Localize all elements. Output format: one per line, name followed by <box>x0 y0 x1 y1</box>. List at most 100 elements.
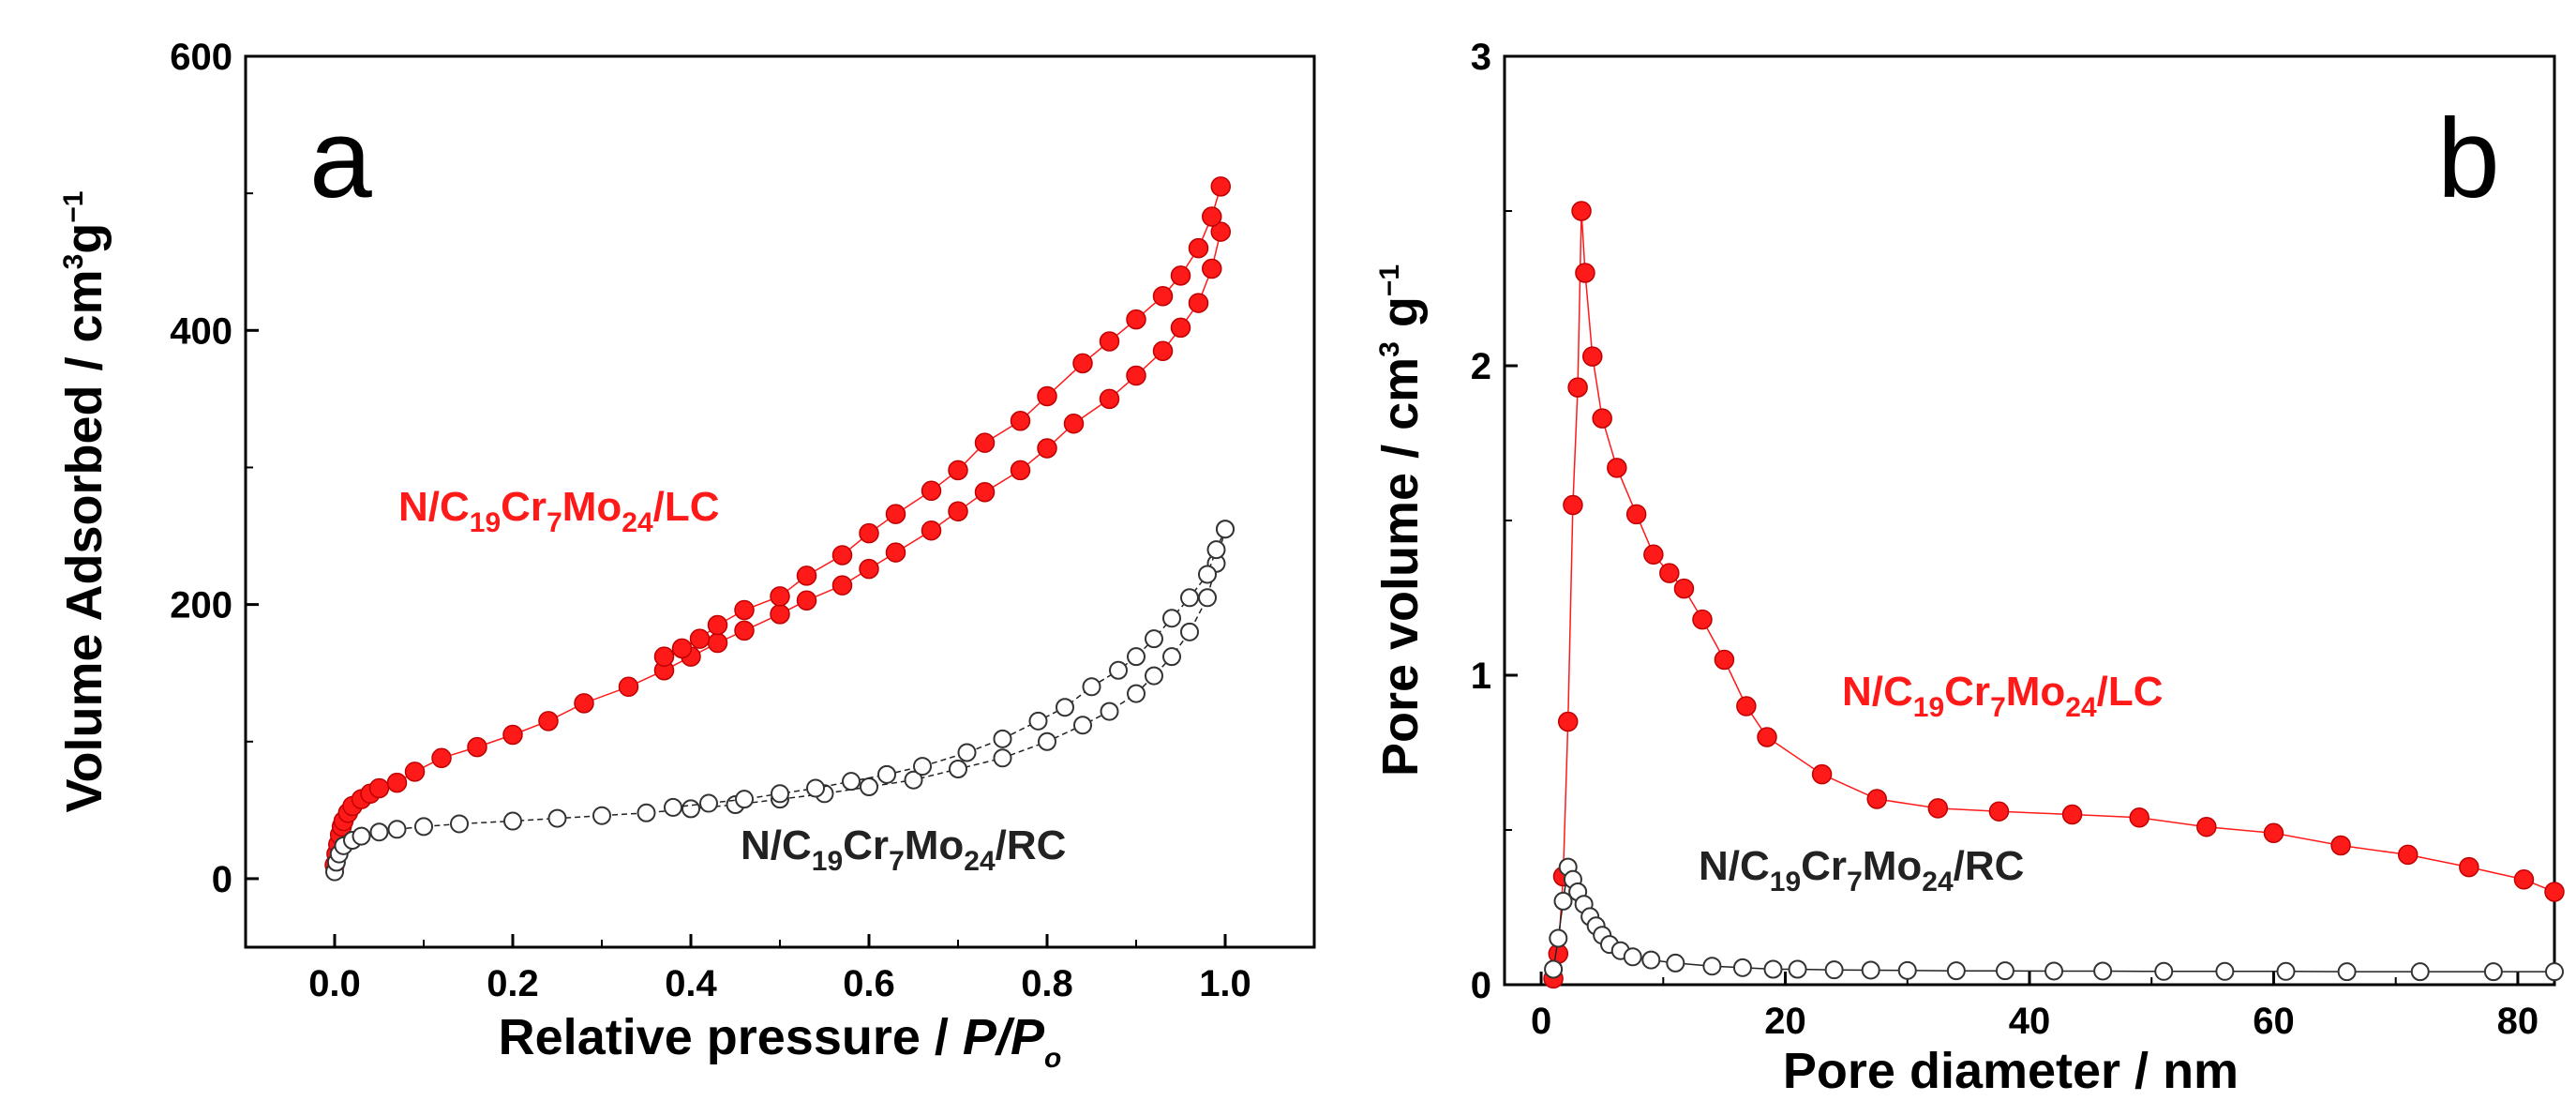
lc-point <box>1811 763 1833 785</box>
panel-b-label: b <box>2437 96 2500 221</box>
lc-point <box>1988 801 2010 822</box>
panel-a-y-ticks: 0 200 400 600 <box>170 37 259 900</box>
lc-point <box>1571 201 1592 221</box>
rc-point <box>1641 950 1661 970</box>
lc-adsorption-point <box>796 590 817 611</box>
rc-desorption-point <box>913 757 932 777</box>
lc-desorption-point <box>1072 353 1093 374</box>
lc-adsorption-point <box>948 501 968 521</box>
x-tick-label: 0.6 <box>843 963 895 1004</box>
lc-adsorption-line <box>334 231 1221 866</box>
lc-desorption-point <box>1126 309 1146 330</box>
lc-point <box>1736 696 1757 716</box>
lc-point <box>1607 458 1627 478</box>
panel-a-rc-series-label: N/C19Cr7Mo24/RC <box>741 822 1066 877</box>
panel-a-x-axis-title: Relative pressure / P/Po <box>499 1009 1062 1074</box>
lc-desorption-point <box>734 599 755 621</box>
lc-desorption-point <box>689 628 711 649</box>
rc-adsorption-point <box>450 814 469 834</box>
rc-desorption-point <box>1056 698 1074 717</box>
x-tick-label: 0.8 <box>1021 963 1073 1004</box>
rc-point <box>2276 961 2296 981</box>
rc-adsorption-point <box>1162 647 1181 667</box>
rc-adsorption-point <box>369 822 389 842</box>
lc-point <box>1567 377 1588 398</box>
lc-desorption-point <box>1037 385 1057 407</box>
rc-adsorption-point <box>1145 666 1163 686</box>
rc-adsorption-point <box>387 820 407 839</box>
panel-b-x-ticks: 0 20 40 60 80 <box>1531 972 2539 1042</box>
rc-adsorption-point <box>1198 588 1217 608</box>
lc-desorption-point <box>1202 206 1222 227</box>
lc-point <box>1673 578 1695 599</box>
lc-desorption-point <box>831 545 853 566</box>
rc-point <box>2545 962 2564 982</box>
lc-desorption-point <box>1170 265 1191 286</box>
lc-adsorption-point <box>618 676 639 698</box>
rc-point <box>1861 960 1880 980</box>
rc-point <box>1995 961 2014 981</box>
lc-point <box>1625 504 1647 525</box>
lc-adsorption-point <box>574 693 594 714</box>
lc-adsorption-point <box>831 575 853 596</box>
lc-adsorption-point <box>467 736 487 758</box>
lc-desorption-point <box>1188 237 1209 259</box>
lc-adsorption-point <box>1210 221 1231 242</box>
x-tick-label: 0.4 <box>665 963 717 1004</box>
rc-adsorption-point <box>503 811 522 831</box>
x-tick-label: 60 <box>2253 1001 2295 1042</box>
lc-point <box>1866 789 1887 809</box>
lc-adsorption-point <box>974 482 996 503</box>
lc-point <box>1692 609 1713 630</box>
panel-a-lc-series-label: N/C19Cr7Mo24/LC <box>398 484 720 538</box>
rc-desorption-point <box>1180 588 1199 608</box>
lc-point <box>1757 727 1777 747</box>
lc-point <box>1582 346 1603 367</box>
lc-adsorption-point <box>1099 388 1120 410</box>
panel-a-x-ticks: 0.0 0.2 0.4 0.6 0.8 1.0 <box>308 934 1251 1004</box>
lc-point <box>2513 869 2535 890</box>
panel-b-y-axis-title: Pore volume / cm3 g−1 <box>1372 264 1429 777</box>
rc-desorption-point <box>735 790 754 809</box>
rc-desorption-point <box>1206 540 1226 560</box>
lc-point <box>1714 649 1735 671</box>
lc-desorption-point <box>948 460 968 481</box>
rc-point <box>2154 961 2174 981</box>
rc-desorption-point <box>806 778 825 798</box>
y-tick-label: 2 <box>1471 346 1491 387</box>
rc-point <box>2093 961 2113 981</box>
lc-point <box>1592 408 1612 429</box>
rc-adsorption-point <box>1127 684 1146 703</box>
rc-desorption-point <box>664 797 682 817</box>
rc-adsorption-point <box>1100 701 1119 721</box>
lc-point <box>1563 494 1583 516</box>
rc-point <box>2215 961 2235 981</box>
lc-point <box>2263 822 2284 844</box>
rc-adsorption-point <box>860 777 878 796</box>
rc-adsorption-point <box>949 760 967 778</box>
lc-desorption-point <box>1099 331 1120 352</box>
panel-b-plot-frame <box>1503 54 2556 987</box>
lc-point <box>2544 882 2565 902</box>
lc-adsorption-point <box>368 777 390 799</box>
lc-desorption-point <box>770 586 790 607</box>
rc-adsorption-point <box>637 803 656 822</box>
rc-adsorption-point <box>1073 716 1092 735</box>
rc-desorption-point <box>1216 520 1235 539</box>
rc-point <box>1897 960 1917 980</box>
lc-adsorption-point <box>859 558 879 580</box>
rc-point <box>2044 961 2064 981</box>
x-tick-label: 0.2 <box>487 963 539 1004</box>
lc-point <box>1575 263 1595 283</box>
rc-point <box>1544 959 1564 979</box>
y-tick-label: 400 <box>170 310 232 352</box>
y-tick-label: 600 <box>170 37 232 78</box>
lc-adsorption-point <box>1037 438 1057 459</box>
y-tick-label: 1 <box>1471 656 1491 697</box>
lc-point <box>2061 804 2083 825</box>
rc-desorption-point <box>842 772 861 792</box>
rc-point <box>1763 959 1783 979</box>
rc-point <box>1666 953 1685 973</box>
lc-line <box>1552 210 2555 979</box>
